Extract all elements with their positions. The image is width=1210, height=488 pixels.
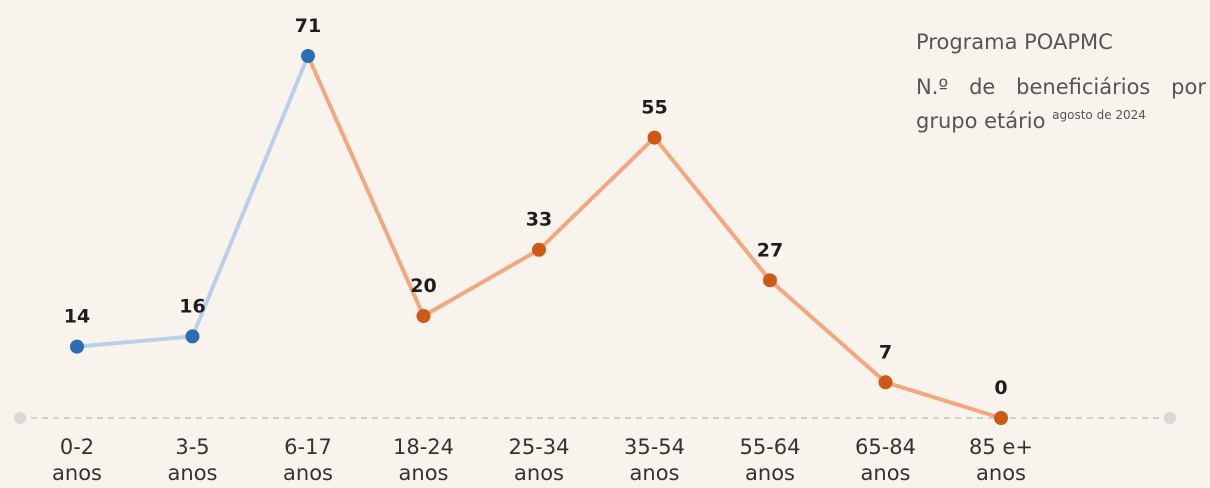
value-label: 0 xyxy=(994,377,1007,399)
value-label: 71 xyxy=(295,15,321,37)
point xyxy=(185,329,200,344)
baseline-end xyxy=(14,412,26,424)
value-label: 14 xyxy=(64,306,90,328)
baseline-end xyxy=(1164,412,1176,424)
x-tick-label: 0-2 anos xyxy=(52,435,102,485)
value-label: 55 xyxy=(641,97,667,119)
x-tick-label: 25-34 anos xyxy=(508,435,570,485)
line-segment xyxy=(768,278,888,385)
line-segment xyxy=(75,334,195,349)
line-segment xyxy=(190,54,310,339)
line-segment xyxy=(883,380,1003,420)
point xyxy=(878,375,893,390)
point xyxy=(994,411,1008,425)
line-segment xyxy=(306,54,426,319)
value-label: 27 xyxy=(757,239,783,261)
x-tick-label: 6-17 anos xyxy=(283,435,333,485)
chart-title: Programa POAPMC xyxy=(916,30,1113,54)
point xyxy=(763,273,777,288)
x-tick-label: 85 e+ anos xyxy=(969,435,1033,485)
point xyxy=(647,130,662,145)
point xyxy=(301,49,315,63)
x-tick-label: 3-5 anos xyxy=(167,435,218,485)
line-segment xyxy=(421,247,541,319)
note: agosto de 2024 xyxy=(1052,108,1146,122)
title-block: Programa POAPMC N.º de beneficiários por… xyxy=(916,30,1206,138)
subtitle-block: N.º de beneficiários por grupo etário ag… xyxy=(916,70,1206,138)
x-tick-label: 18-24 anos xyxy=(392,435,455,485)
point xyxy=(70,339,84,354)
value-label: 20 xyxy=(410,275,436,297)
value-label: 16 xyxy=(179,295,205,317)
line-segment xyxy=(652,135,772,283)
value-label: 7 xyxy=(879,341,892,363)
point xyxy=(416,309,431,324)
x-tick-label: 55-64 anos xyxy=(739,435,801,485)
chart-subtitle: N.º de beneficiários por grupo etário xyxy=(916,75,1206,133)
point xyxy=(532,242,546,257)
x-tick-label: 65-84 anos xyxy=(854,435,917,485)
x-tick-label: 35-54 anos xyxy=(623,435,686,485)
line-segment xyxy=(537,135,657,252)
value-label: 33 xyxy=(526,209,552,231)
